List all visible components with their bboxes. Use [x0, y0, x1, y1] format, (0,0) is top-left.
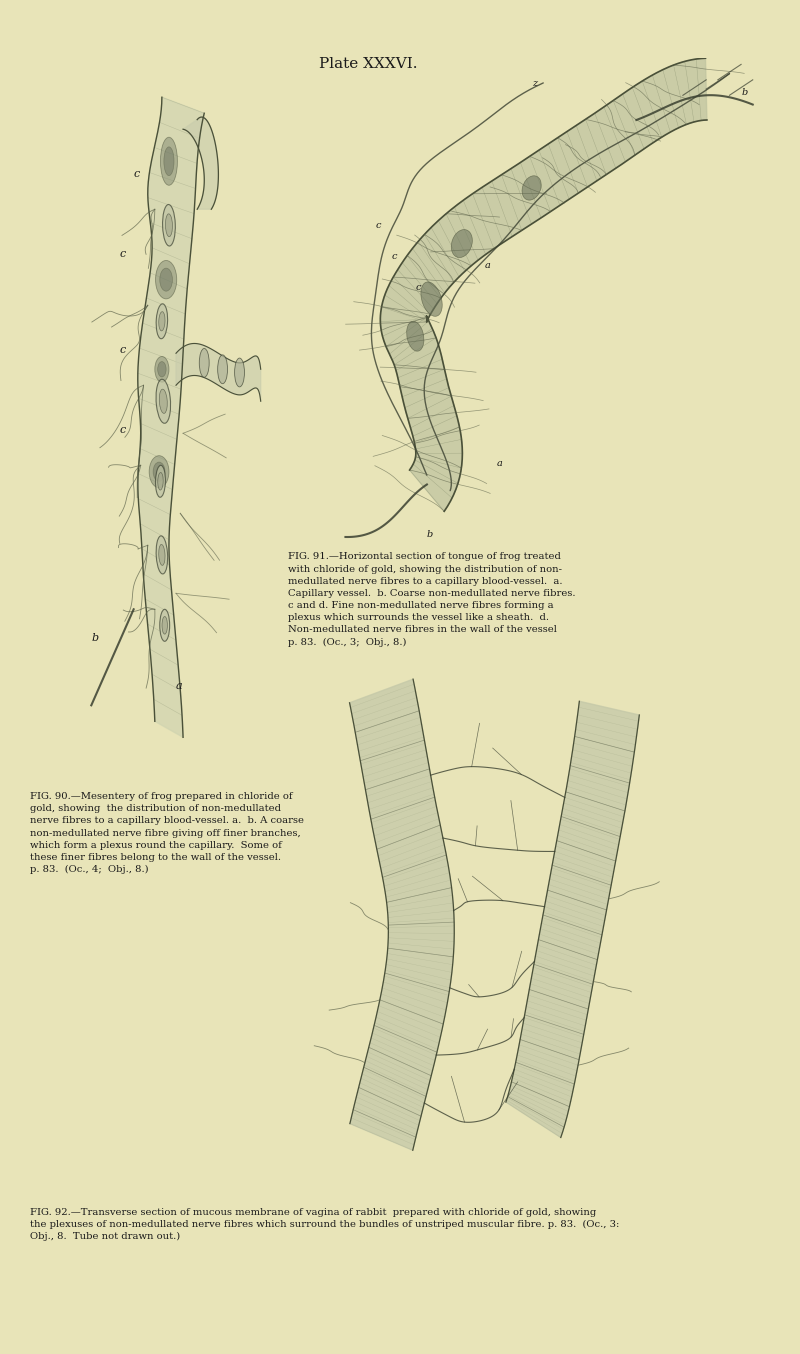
Ellipse shape	[155, 260, 177, 299]
Ellipse shape	[155, 356, 169, 382]
Text: FIG. 91.—Horizontal section of tongue of frog treated
with chloride of gold, sho: FIG. 91.—Horizontal section of tongue of…	[288, 552, 575, 647]
Ellipse shape	[156, 536, 168, 574]
Text: c: c	[392, 252, 398, 261]
Ellipse shape	[164, 146, 174, 176]
Polygon shape	[380, 58, 707, 512]
Ellipse shape	[199, 348, 209, 378]
Ellipse shape	[166, 214, 173, 237]
Text: c: c	[415, 283, 421, 292]
Text: b: b	[741, 88, 747, 97]
Ellipse shape	[155, 466, 166, 497]
Polygon shape	[350, 680, 454, 1151]
Ellipse shape	[153, 462, 165, 481]
Ellipse shape	[160, 609, 170, 642]
Text: c: c	[119, 345, 126, 355]
Text: FIG. 90.—Mesentery of frog prepared in chloride of
gold, showing  the distributi: FIG. 90.—Mesentery of frog prepared in c…	[30, 792, 304, 875]
Ellipse shape	[158, 362, 166, 376]
Text: FIG. 92.—Transverse section of mucous membrane of vagina of rabbit  prepared wit: FIG. 92.—Transverse section of mucous me…	[30, 1208, 620, 1242]
Text: a: a	[497, 459, 502, 468]
Text: c: c	[119, 249, 126, 259]
Text: c: c	[119, 425, 126, 435]
Ellipse shape	[406, 321, 424, 351]
Ellipse shape	[158, 544, 165, 566]
Ellipse shape	[158, 311, 165, 330]
Ellipse shape	[161, 137, 178, 185]
Ellipse shape	[156, 303, 168, 338]
Text: z: z	[532, 79, 537, 88]
Text: c: c	[134, 169, 140, 179]
Ellipse shape	[160, 268, 173, 291]
Polygon shape	[506, 701, 639, 1137]
Ellipse shape	[158, 473, 163, 490]
Ellipse shape	[162, 616, 167, 634]
Text: b: b	[427, 529, 433, 539]
Polygon shape	[138, 97, 204, 738]
Ellipse shape	[218, 355, 227, 383]
Text: a: a	[485, 261, 491, 271]
Ellipse shape	[451, 230, 472, 257]
Ellipse shape	[421, 282, 442, 317]
Polygon shape	[183, 116, 218, 210]
Ellipse shape	[162, 204, 175, 246]
Text: a: a	[176, 681, 182, 692]
Ellipse shape	[159, 389, 167, 413]
Ellipse shape	[149, 456, 169, 487]
Text: Plate XXXVI.: Plate XXXVI.	[318, 57, 418, 70]
Ellipse shape	[522, 176, 542, 200]
Polygon shape	[176, 344, 261, 401]
Text: b: b	[91, 634, 98, 643]
Ellipse shape	[234, 357, 245, 387]
Ellipse shape	[156, 379, 170, 424]
Text: c: c	[376, 221, 382, 230]
